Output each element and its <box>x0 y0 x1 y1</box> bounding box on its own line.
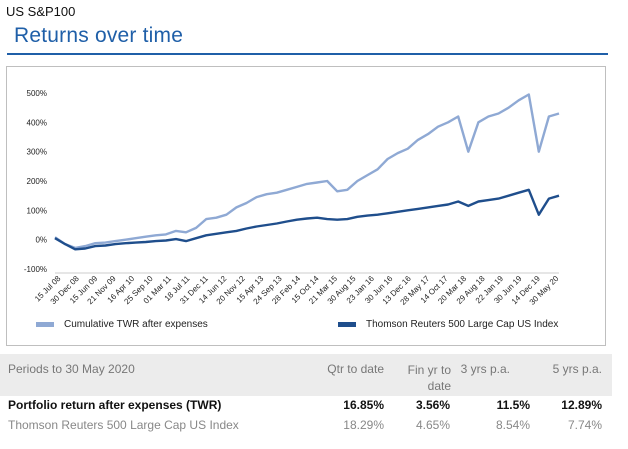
row-label: Portfolio return after expenses (TWR) <box>8 398 222 412</box>
page-title: Returns over time <box>14 24 184 47</box>
legend-swatch-index <box>338 322 356 327</box>
legend-item-index: Thomson Reuters 500 Large Cap US Index <box>338 319 558 330</box>
cell-fin: 4.65% <box>415 418 450 432</box>
y-tick-label: 300% <box>27 148 47 157</box>
header-qtr: Qtr to date <box>327 362 384 376</box>
series-line-twr <box>54 93 560 250</box>
y-tick-label: 0% <box>35 236 47 245</box>
legend-label-twr: Cumulative TWR after expenses <box>64 319 208 330</box>
header-fin-yr: Fin yr to date <box>407 363 451 393</box>
cell-3yrs: 8.54% <box>495 418 530 432</box>
header-5yrs: 5 yrs p.a. <box>552 362 602 376</box>
cell-5yrs: 12.89% <box>561 398 602 412</box>
cell-3yrs: 11.5% <box>496 398 530 412</box>
cell-qtr: 16.85% <box>343 398 384 412</box>
table-header: Periods to 30 May 2020 Qtr to date Fin y… <box>0 354 612 396</box>
chart-panel: 500% 400% 300% 200% 100% 0% -100% 15 Jul 08 30 D… <box>6 66 606 346</box>
table-row: Portfolio return after expenses (TWR) 16… <box>0 398 612 418</box>
header-3yrs: 3 yrs p.a. <box>460 362 510 376</box>
legend-swatch-twr <box>36 322 54 327</box>
y-tick-label: 200% <box>27 177 47 186</box>
y-tick-label: 400% <box>27 118 47 127</box>
header-period: Periods to 30 May 2020 <box>8 362 135 376</box>
table-row: Thomson Reuters 500 Large Cap US Index 1… <box>0 418 612 438</box>
y-tick-label: 500% <box>27 89 47 98</box>
y-tick-label: -100% <box>24 265 47 274</box>
series-line-index <box>54 188 560 251</box>
cell-fin: 3.56% <box>415 398 450 412</box>
legend-item-twr: Cumulative TWR after expenses <box>36 319 208 330</box>
region-label: US S&P100 <box>6 4 76 19</box>
title-divider <box>7 53 608 55</box>
cell-5yrs: 7.74% <box>567 418 602 432</box>
cell-qtr: 18.29% <box>343 418 384 432</box>
y-tick-label: 100% <box>27 206 47 215</box>
legend-label-index: Thomson Reuters 500 Large Cap US Index <box>366 319 559 330</box>
row-label: Thomson Reuters 500 Large Cap US Index <box>8 418 239 432</box>
